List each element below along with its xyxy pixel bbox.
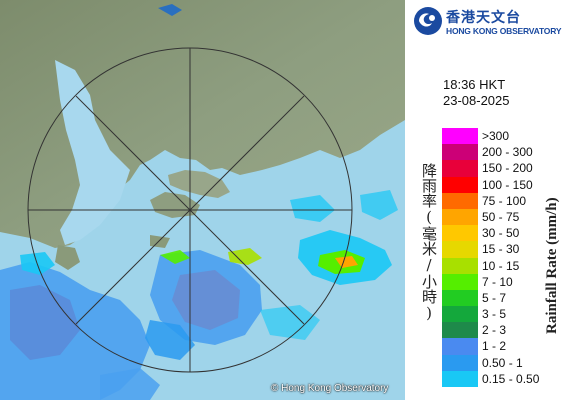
hko-logo-icon [414,7,442,35]
legend-title-chinese: 降雨率(毫米/小時) [420,163,438,322]
legend-row: 0.15 - 0.50 [442,370,572,387]
legend-swatch [442,306,478,323]
legend-swatch [442,144,478,161]
legend-label: 15 - 30 [482,242,520,257]
legend-label: >300 [482,129,510,143]
legend-label: 200 - 300 [482,145,533,160]
rain-echoes [0,190,398,400]
legend-row: 50 - 75 [442,208,572,226]
legend-swatch [442,322,478,339]
legend-row: 30 - 50 [442,225,572,242]
legend-title-english: Rainfall Rate (mm/h) [544,197,560,334]
logo-chinese-name: 香港天文台 [446,9,521,25]
legend-label: 0.15 - 0.50 [482,371,540,386]
legend-label: 2 - 3 [482,323,507,338]
legend-swatch [442,289,478,307]
logo-english-name: HONG KONG OBSERVATORY [446,26,562,36]
legend-swatch [442,225,478,242]
legend-row: 1 - 2 [442,338,572,355]
date-text: 23-08-2025 [443,93,510,108]
legend-row: 3 - 5 [442,306,572,323]
legend-label: 5 - 7 [482,290,507,305]
legend-label: 100 - 150 [482,177,533,192]
rainfall-legend: >300 200 - 300 150 - 200 100 - 150 75 - 100 5… [442,128,572,387]
legend-swatch [442,338,478,355]
reservoir [158,4,182,16]
radar-map[interactable]: © Hong Kong Observatory [0,0,405,400]
legend-row: >300 [442,128,572,145]
legend-row: 7 - 10 [442,273,572,290]
legend-swatch [442,176,478,193]
legend-row: 75 - 100 [442,192,572,209]
copyright-text: © Hong Kong Observatory [271,383,389,394]
hko-logo[interactable]: 香港天文台 HONG KONG OBSERVATORY [413,6,577,40]
legend-label: 3 - 5 [482,307,507,322]
legend-swatch [442,128,478,145]
legend-row: 100 - 150 [442,176,572,193]
legend-label: 10 - 15 [482,258,520,273]
legend-swatch [442,354,478,371]
legend-row: 5 - 7 [442,289,572,307]
estuary-area [55,60,130,245]
legend-swatch [442,257,478,274]
legend-label: 75 - 100 [482,193,527,208]
legend-row: 150 - 200 [442,160,572,177]
legend-label: 30 - 50 [482,226,520,241]
legend-swatch [442,273,478,290]
legend-swatch [442,241,478,258]
legend-label: 1 - 2 [482,339,507,354]
legend-swatch [442,208,478,226]
legend-label: 0.50 - 1 [482,355,523,370]
legend-row: 2 - 3 [442,322,572,339]
legend-label: 150 - 200 [482,161,533,176]
legend-label: 7 - 10 [482,274,513,289]
legend-label: 50 - 75 [482,209,520,224]
legend-row: 200 - 300 [442,144,572,161]
island-west [55,245,80,270]
legend-row: 0.50 - 1 [442,354,572,371]
legend-swatch [442,192,478,209]
time-text: 18:36 HKT [443,77,506,92]
radar-map-image [0,0,405,400]
legend-row: 15 - 30 [442,241,572,258]
island-lantau [150,192,200,218]
legend-swatch [442,370,478,387]
legend-row: 10 - 15 [442,257,572,274]
timestamp: 18:36 HKT 23-08-2025 [443,77,510,109]
legend-swatch [442,160,478,177]
island-hk [168,170,230,198]
legend-panel: 香港天文台 HONG KONG OBSERVATORY 18:36 HKT 23… [405,0,577,400]
range-rings [27,47,353,373]
